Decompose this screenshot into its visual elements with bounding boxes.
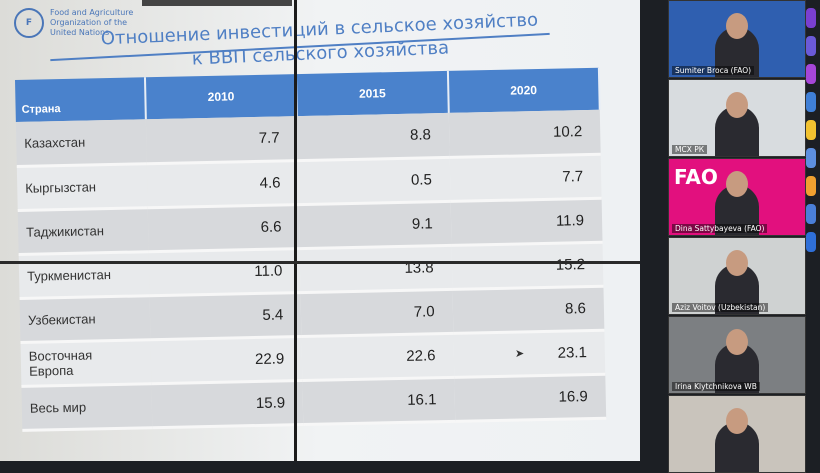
side-toolbar-button[interactable] — [806, 176, 816, 196]
side-toolbar-button[interactable] — [806, 36, 816, 56]
side-toolbar-button[interactable] — [806, 232, 816, 252]
value-cell: 11.0 — [148, 248, 301, 296]
value-cell: 15.9 — [151, 380, 304, 428]
participant-name: Sumiter Broca (FAO) — [672, 66, 755, 75]
value-cell: 7.7 — [145, 116, 299, 164]
shared-slide: F Food and Agriculture Organization of t… — [0, 0, 640, 461]
column-header: 2010 — [144, 74, 298, 120]
country-cell: Кыргызстан — [16, 163, 148, 210]
screen-seam-vertical — [294, 0, 297, 461]
participant-face — [726, 92, 748, 118]
side-toolbar-button[interactable] — [806, 148, 816, 168]
participants-panel: Sumiter Broca (FAO) МСХ РК FAO Dina Sattyba… — [662, 0, 812, 473]
participant-video-tile[interactable]: Sumiter Broca (FAO) — [668, 0, 806, 78]
fao-tile-logo: FAO — [674, 165, 718, 189]
value-cell: 13.8 — [299, 244, 453, 293]
side-toolbar-button[interactable] — [806, 64, 816, 84]
participant-name: МСХ РК — [672, 145, 708, 154]
value-cell: 8.8 — [297, 112, 450, 161]
value-cell: 8.6 — [452, 285, 605, 333]
logo-text: Food and Agriculture Organization of the… — [50, 8, 134, 37]
value-cell: 23.1 — [453, 329, 606, 377]
participant-face — [726, 329, 748, 355]
participant-face — [726, 250, 748, 276]
country-cell: Туркменистан — [18, 251, 150, 298]
value-cell: 16.1 — [302, 376, 455, 425]
value-cell: 16.9 — [453, 373, 607, 421]
value-cell: 5.4 — [149, 292, 302, 340]
participant-video-tile[interactable]: МСХ РК — [668, 79, 806, 157]
side-toolbar-button[interactable] — [806, 8, 816, 28]
value-cell: 6.6 — [147, 204, 300, 252]
side-toolbar-button[interactable] — [806, 92, 816, 112]
side-toolbar-button[interactable] — [806, 120, 816, 140]
participant-face — [726, 408, 748, 434]
value-cell: 4.6 — [146, 160, 299, 208]
value-cell: 7.7 — [449, 153, 602, 201]
participant-video-tile[interactable]: Irina Klytchnikova WB — [668, 316, 806, 394]
participant-face — [726, 13, 748, 39]
column-header: Страна — [15, 77, 146, 122]
value-cell: 22.9 — [150, 336, 303, 384]
participant-face — [726, 171, 748, 197]
mouse-cursor-icon: ➤ — [515, 347, 525, 360]
country-cell: Весь мир — [21, 383, 153, 430]
value-cell: 10.2 — [448, 109, 601, 157]
value-cell: 9.1 — [298, 200, 452, 249]
value-cell: 7.0 — [300, 288, 454, 337]
country-cell: Таджикистан — [17, 207, 149, 254]
country-cell: Казахстан — [15, 119, 147, 166]
value-cell: 0.5 — [298, 156, 451, 205]
fao-emblem-icon: F — [14, 8, 44, 38]
participant-name: Dina Sattybayeva (FAO) — [672, 224, 768, 233]
value-cell: 11.9 — [450, 197, 603, 245]
fao-logo: F Food and Agriculture Organization of t… — [14, 8, 150, 38]
investment-table: Страна 2010 2015 2020 Казахстан 7.7 8.8 10.2 Кы… — [15, 67, 607, 432]
participant-video-tile[interactable]: Aziz Voitov (Uzbekistan) — [668, 237, 806, 315]
country-cell: Узбекистан — [19, 295, 151, 342]
screen-seam-horizontal — [0, 261, 640, 264]
participant-name: Irina Klytchnikova WB — [672, 382, 760, 391]
participant-name: Aziz Voitov (Uzbekistan) — [672, 303, 769, 312]
slide-toolbar — [142, 0, 292, 6]
value-cell: 22.6 — [301, 332, 454, 381]
side-toolbar-button[interactable] — [806, 204, 816, 224]
value-cell: 15.2 — [451, 241, 604, 289]
country-cell: Восточная Европа — [20, 339, 152, 386]
column-header: 2020 — [447, 67, 600, 113]
participant-video-tile[interactable] — [668, 395, 806, 473]
participant-video-tile[interactable]: FAO Dina Sattybayeva (FAO) — [668, 158, 806, 236]
column-header: 2015 — [296, 70, 449, 117]
